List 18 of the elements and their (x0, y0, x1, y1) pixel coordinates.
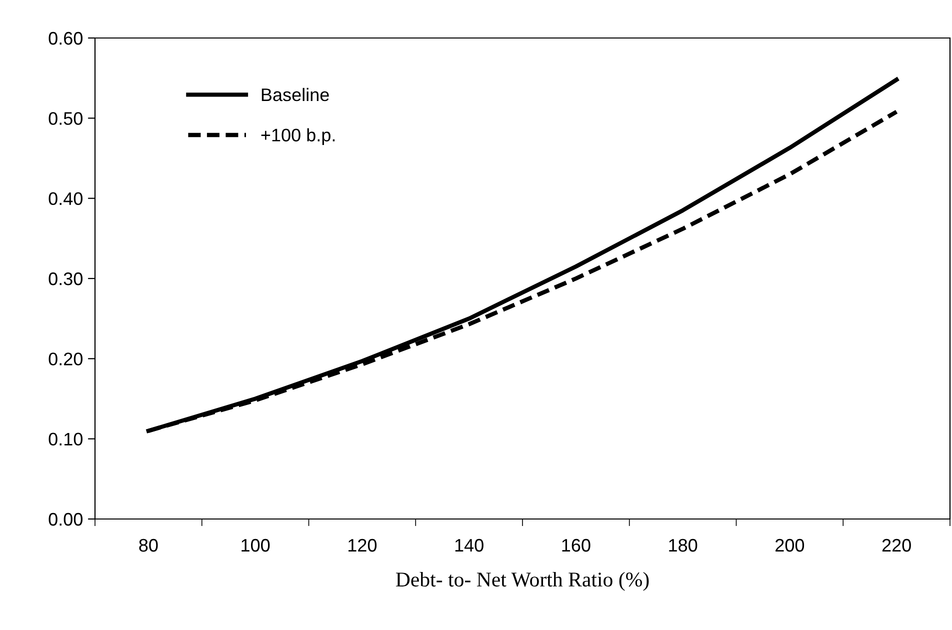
y-tick-label: 0.30 (48, 272, 82, 286)
x-tick-label: 120 (348, 538, 377, 552)
x-tick-label: 140 (455, 538, 484, 552)
x-tick-label: 200 (776, 538, 804, 552)
y-tick-label: 0.10 (48, 432, 82, 446)
x-tick-label: 160 (562, 538, 590, 552)
y-tick-label: 0.00 (48, 512, 82, 526)
y-tick-label: 0.60 (48, 32, 82, 45)
x-tick-label: 220 (882, 538, 911, 552)
x-tick-label: 180 (669, 538, 698, 552)
y-tick-label: 0.50 (48, 112, 82, 125)
x-axis-title: Debt- to- Net Worth Ratio (%) (396, 572, 649, 591)
legend-label: Baseline (262, 88, 329, 102)
x-tick-label: 100 (242, 538, 270, 552)
y-tick-label: 0.40 (48, 192, 82, 206)
y-tick-label: 0.20 (48, 352, 82, 366)
x-tick-label: 80 (139, 538, 158, 552)
legend-label: +100 b.p. (261, 128, 335, 146)
